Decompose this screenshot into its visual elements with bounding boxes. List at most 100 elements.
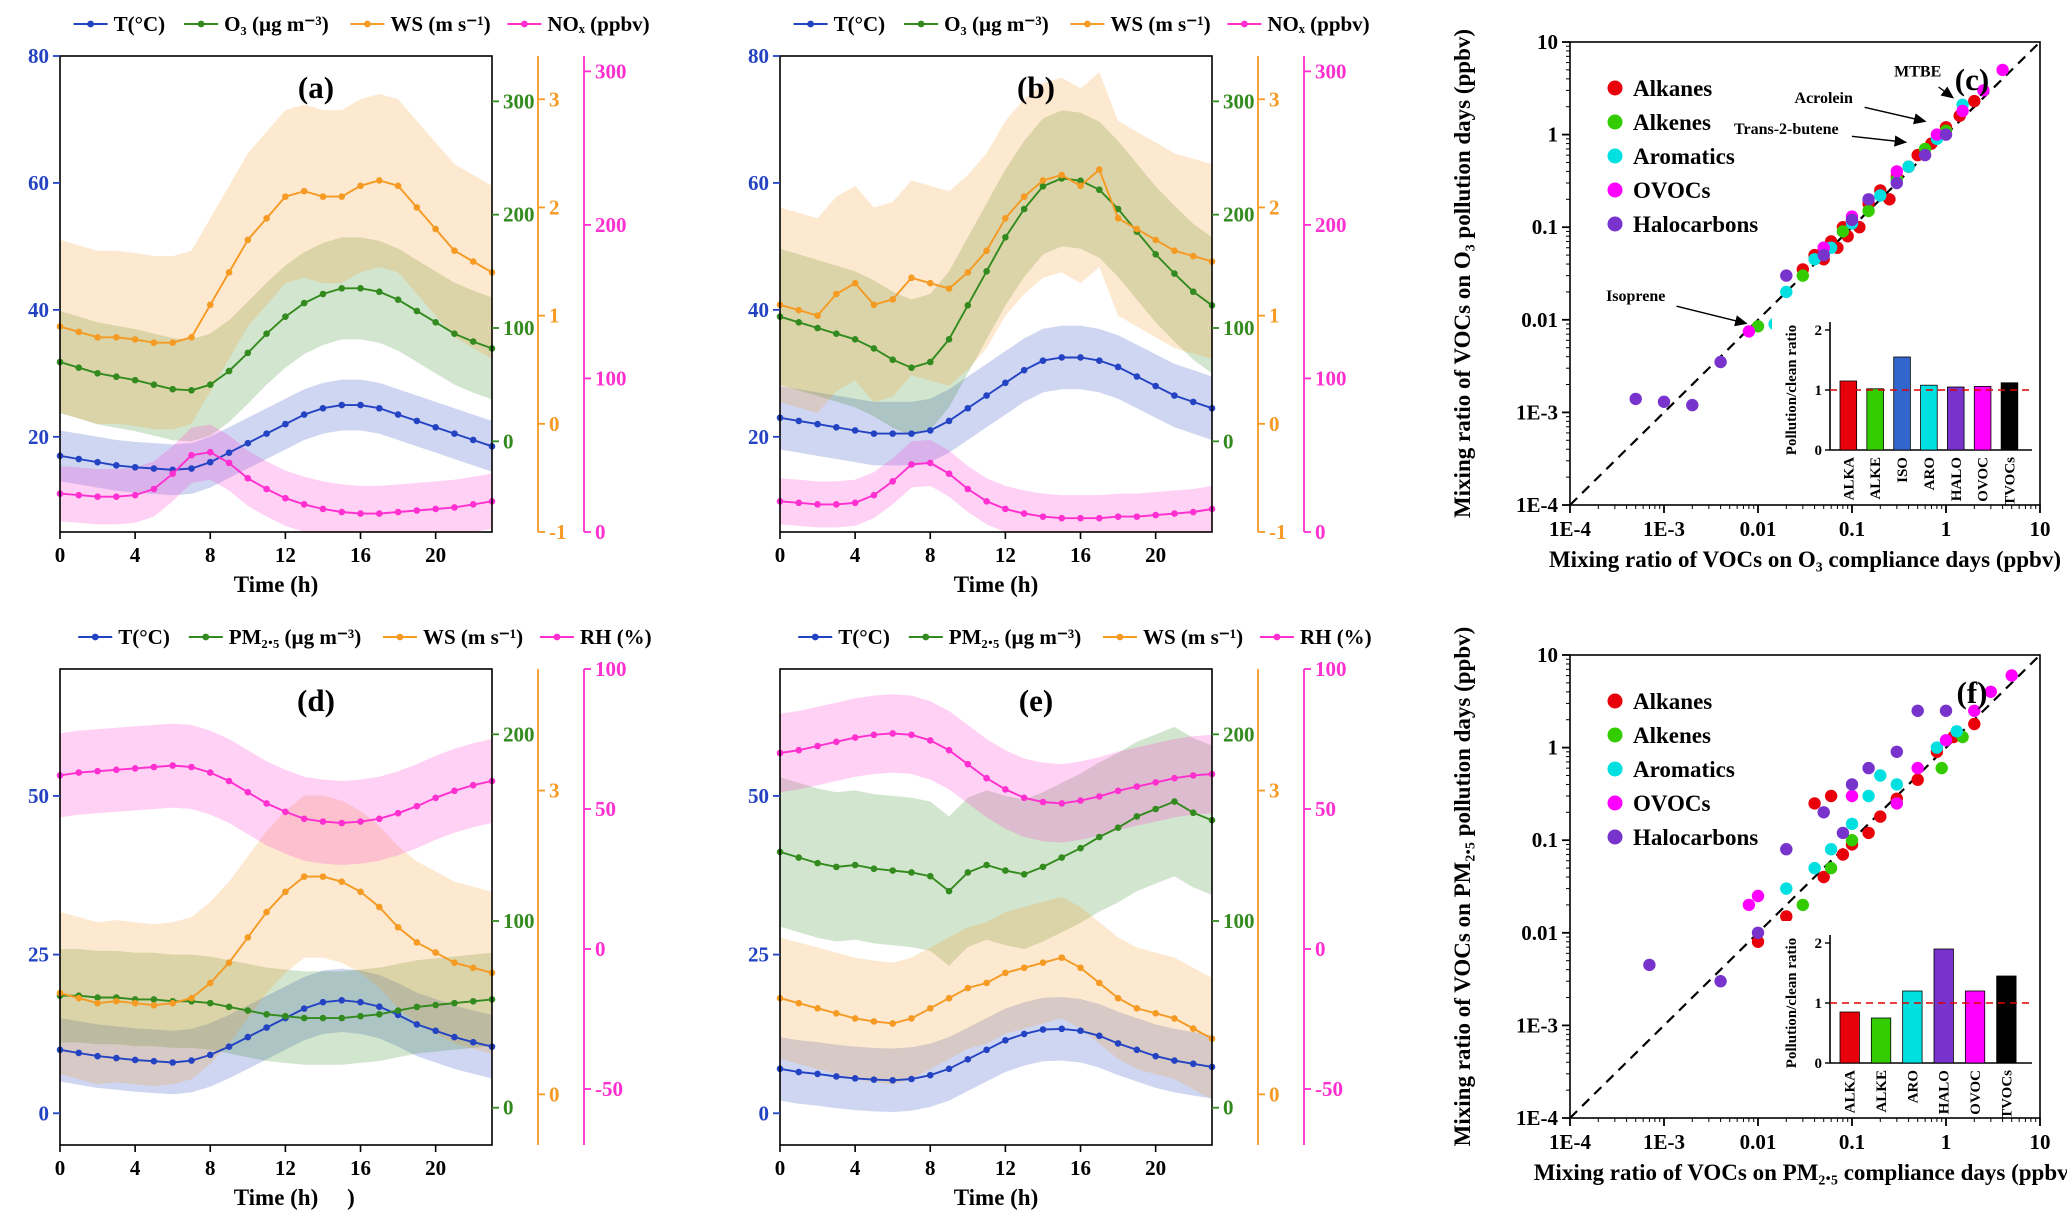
svg-text:HALO: HALO	[1937, 1070, 1953, 1114]
svg-text:100: 100	[1315, 366, 1347, 390]
svg-text:2: 2	[1815, 936, 1823, 952]
svg-text:0: 0	[1223, 429, 1234, 453]
svg-text:Aromatics: Aromatics	[1633, 757, 1735, 782]
panel-c: 1E-4 1E-4 1E-3 1E-3 0.01 0.01 0.1 0.1 1 1 10 10 Alka…	[1440, 0, 2067, 613]
svg-text:HALO: HALO	[1949, 457, 1965, 501]
svg-text:40: 40	[28, 298, 49, 322]
svg-text:20: 20	[1145, 1156, 1166, 1180]
annotation-label: MTBE	[1894, 64, 1941, 81]
plot-frame	[1569, 654, 2041, 1119]
svg-text:1: 1	[1941, 517, 1952, 541]
svg-text:3: 3	[1269, 779, 1280, 803]
svg-text:60: 60	[748, 171, 769, 195]
series-rh	[56, 762, 496, 827]
svg-text:1: 1	[1548, 123, 1559, 147]
x-axis-title: Mixing ratio of VOCs on PM₂.₅ compliance…	[1534, 1160, 2067, 1185]
svg-text:16: 16	[350, 543, 371, 567]
std-bands	[60, 723, 492, 1095]
panel-label: (c)	[1955, 62, 1989, 97]
annotation-arrow	[1676, 305, 1748, 327]
svg-text:ALKA: ALKA	[1843, 1070, 1859, 1114]
svg-text:1: 1	[1815, 383, 1823, 399]
panel-a: 0 4 8 12 16 20 Time (h) 20 40 60 80 0 100 200 300 -1 0 1 2…	[0, 0, 720, 613]
svg-text:0: 0	[1223, 1096, 1234, 1120]
svg-text:0: 0	[775, 1156, 786, 1180]
panel-f: 1E-4 1E-4 1E-3 1E-3 0.01 0.01 0.1 0.1 1 1 10 10 Alka…	[1440, 613, 2067, 1226]
panel-b: 0 4 8 12 16 20 Time (h) 20 40 60 80 0 100 200 300 -1 0 1 2…	[720, 0, 1440, 613]
svg-text:NOₓ (ppbv): NOₓ (ppbv)	[547, 12, 649, 36]
svg-text:0: 0	[1269, 412, 1280, 436]
svg-text:12: 12	[995, 1156, 1016, 1180]
plot-frame	[59, 668, 493, 1146]
plot-frame	[779, 55, 1213, 533]
svg-text:OVOCs: OVOCs	[1633, 178, 1711, 203]
svg-text:20: 20	[425, 1156, 446, 1180]
svg-text:4: 4	[850, 543, 861, 567]
svg-text:200: 200	[503, 722, 535, 746]
std-bands	[60, 93, 492, 532]
series-nox	[56, 448, 496, 517]
svg-text:0: 0	[1269, 1082, 1280, 1106]
points-aromatics	[1780, 725, 1963, 895]
svg-text:1: 1	[1815, 996, 1823, 1012]
svg-text:300: 300	[1223, 89, 1255, 113]
svg-text:Alkanes: Alkanes	[1633, 76, 1712, 101]
svg-text:0: 0	[1815, 1056, 1823, 1072]
svg-text:4: 4	[130, 1156, 141, 1180]
panel-label: (d)	[297, 683, 335, 718]
y-axis-nox: 0 100 200 300	[1303, 56, 1347, 544]
svg-text:1: 1	[549, 304, 560, 328]
annotation-arrow	[1851, 135, 1908, 147]
y-axis-t: 0 25 50	[748, 784, 780, 1125]
svg-text:300: 300	[595, 59, 627, 83]
svg-text:ALKE: ALKE	[1874, 1070, 1890, 1113]
svg-text:0.01: 0.01	[1521, 921, 1558, 945]
svg-text:0.1: 0.1	[1532, 215, 1558, 239]
panel-f-chart: 1E-41E-41E-31E-30.010.010.10.1111010Alka…	[1450, 627, 2067, 1185]
svg-text:1E-3: 1E-3	[1643, 1130, 1685, 1154]
svg-text:1E-4: 1E-4	[1549, 1130, 1592, 1154]
svg-text:8: 8	[925, 1156, 936, 1180]
svg-text:20: 20	[425, 543, 446, 567]
svg-text:200: 200	[595, 213, 627, 237]
x-axis-title: Time (h)	[234, 572, 319, 597]
svg-text:200: 200	[503, 203, 535, 227]
svg-text:Alkenes: Alkenes	[1633, 110, 1711, 135]
svg-text:1E-3: 1E-3	[1643, 517, 1685, 541]
svg-text:0.1: 0.1	[1532, 828, 1558, 852]
svg-text:100: 100	[503, 909, 535, 933]
points-ovocs	[1742, 63, 2009, 338]
x-axis: 0 4 8 12 16 20 Time (h)	[775, 1145, 1166, 1210]
svg-text:-50: -50	[595, 1077, 623, 1101]
panel-label: (a)	[298, 70, 334, 105]
svg-text:1: 1	[1269, 304, 1280, 328]
svg-text:Halocarbons: Halocarbons	[1633, 825, 1758, 850]
y-axis-ws: 03	[1257, 669, 1280, 1145]
series-ws	[776, 954, 1216, 1042]
series-pm	[776, 798, 1216, 895]
svg-text:20: 20	[748, 425, 769, 449]
y-axis-title: Mixing ratio of VOCs on O₃ pollution day…	[1450, 29, 1475, 518]
svg-text:T(°C): T(°C)	[114, 12, 166, 36]
svg-text:0: 0	[595, 937, 606, 961]
legend: T(°C) O₃ (µg m⁻³) WS (m s⁻¹) NOₓ (ppbv)	[73, 12, 650, 36]
annotation-label: Isoprene	[1606, 288, 1665, 305]
svg-text:RH (%): RH (%)	[580, 625, 652, 649]
svg-text:0: 0	[39, 1101, 50, 1125]
x-axis: 0 4 8 12 16 20 Time (h)	[775, 532, 1166, 597]
svg-text:ALKE: ALKE	[1868, 457, 1884, 500]
svg-text:16: 16	[1070, 1156, 1091, 1180]
svg-text:-1: -1	[1269, 520, 1287, 544]
panel-c-chart: 1E-41E-41E-31E-30.010.010.10.1111010Alka…	[1450, 29, 2061, 572]
svg-text:100: 100	[595, 366, 627, 390]
panel-label: (f)	[1957, 675, 1988, 710]
svg-text:100: 100	[1315, 657, 1347, 681]
svg-text:0: 0	[1815, 443, 1823, 459]
svg-text:12: 12	[275, 1156, 296, 1180]
panel-label: (b)	[1017, 70, 1055, 105]
svg-text:4: 4	[850, 1156, 861, 1180]
